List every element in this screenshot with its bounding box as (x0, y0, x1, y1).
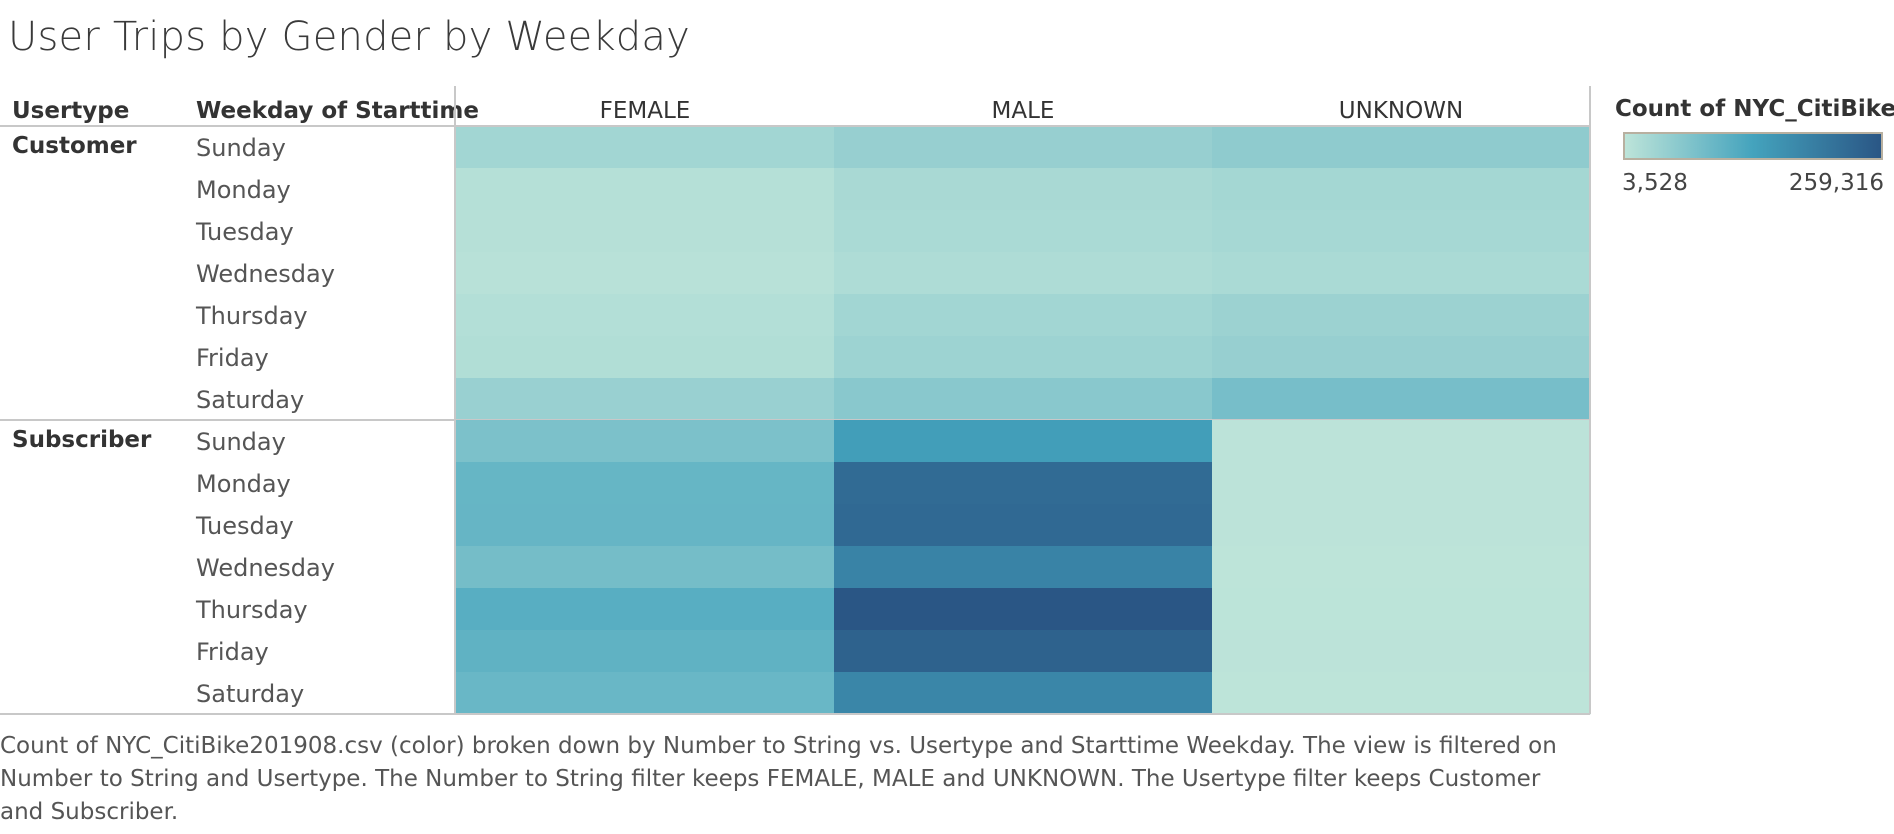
weekday-label: Sunday (196, 134, 286, 162)
weekday-label: Friday (196, 344, 269, 372)
legend-color-ramp (1623, 132, 1883, 160)
column-header: MALE (992, 98, 1055, 124)
legend-max-label: 259,316 (1788, 170, 1884, 196)
heatmap-cell (1212, 378, 1591, 421)
heatmap-cell (456, 210, 835, 253)
weekday-label: Wednesday (196, 554, 335, 582)
heatmap-cell (456, 504, 835, 547)
weekday-label: Sunday (196, 428, 286, 456)
heatmap-cell (834, 126, 1213, 169)
weekday-label: Thursday (195, 302, 308, 330)
heatmap-cell (834, 168, 1213, 211)
weekday-label: Friday (196, 638, 269, 666)
heatmap-cell (834, 420, 1213, 463)
weekday-label: Wednesday (196, 260, 335, 288)
heatmap-cell (456, 252, 835, 295)
heatmap-cell (834, 672, 1213, 715)
heatmap-cell (456, 420, 835, 463)
heatmap-cell (456, 336, 835, 379)
weekday-label: Saturday (196, 386, 304, 414)
heatmap-cell (1212, 210, 1591, 253)
weekday-label: Saturday (196, 680, 304, 708)
weekday-label: Monday (196, 470, 291, 498)
heatmap-cell (1212, 294, 1591, 337)
heatmap-cell (1212, 588, 1591, 631)
weekday-label: Tuesday (195, 218, 294, 246)
heatmap-cell (1212, 336, 1591, 379)
heatmap-cell (456, 294, 835, 337)
heatmap-cell (456, 630, 835, 673)
weekday-label: Thursday (195, 596, 308, 624)
chart-caption: Count of NYC_CitiBike201908.csv (color) … (0, 733, 1557, 825)
heatmap-cell (834, 588, 1213, 631)
heatmap-cell (834, 294, 1213, 337)
column-header: UNKNOWN (1339, 98, 1463, 124)
heatmap-cell (834, 630, 1213, 673)
heatmap-cell (1212, 168, 1591, 211)
usertype-label: Customer (12, 133, 137, 159)
chart-title: User Trips by Gender by Weekday (8, 14, 690, 60)
heatmap-cell (834, 378, 1213, 421)
heatmap-cell (834, 252, 1213, 295)
heatmap-cell (1212, 252, 1591, 295)
heatmap-cell (834, 504, 1213, 547)
heatmap-cell (834, 546, 1213, 589)
legend-title: Count of NYC_CitiBike (1615, 96, 1894, 122)
weekday-label: Tuesday (195, 512, 294, 540)
heatmap-cell (1212, 672, 1591, 715)
heatmap-cell (456, 588, 835, 631)
heatmap-cell (456, 672, 835, 715)
heatmap-cell (456, 546, 835, 589)
row-header-usertype: Usertype (12, 98, 129, 124)
heatmap-chart: Usertype Weekday of Starttime FEMALE MALE UN… (0, 86, 1591, 715)
column-header: FEMALE (600, 98, 691, 124)
heatmap-cell (834, 336, 1213, 379)
heatmap-cell (1212, 546, 1591, 589)
heatmap-cell (1212, 462, 1591, 505)
heatmap-cell (456, 462, 835, 505)
heatmap-cell (834, 462, 1213, 505)
heatmap-cell (456, 378, 835, 421)
heatmap-cell (1212, 420, 1591, 463)
heatmap-cell (1212, 504, 1591, 547)
row-header-weekday: Weekday of Starttime (196, 98, 479, 124)
heatmap-cell (1212, 126, 1591, 169)
heatmap-cell (1212, 630, 1591, 673)
weekday-label: Monday (196, 176, 291, 204)
heatmap-cell (456, 126, 835, 169)
heatmap-cell (456, 168, 835, 211)
heatmap-cell (834, 210, 1213, 253)
usertype-label: Subscriber (12, 427, 152, 453)
legend-min-label: 3,528 (1622, 170, 1688, 196)
